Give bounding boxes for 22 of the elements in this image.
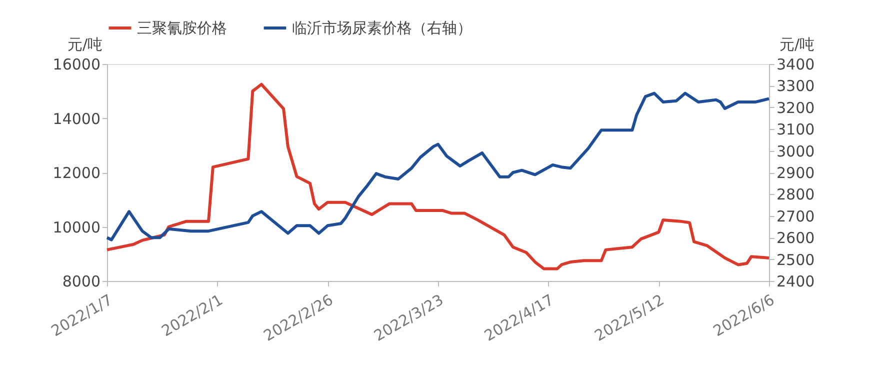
- y2-tick-label: 2800: [776, 186, 815, 204]
- line-series: [106, 92, 770, 242]
- y2-tick-label: 3300: [776, 77, 815, 96]
- legend-label: 三聚氰胺价格: [137, 19, 227, 37]
- y-tick-label: 16000: [52, 56, 100, 74]
- y-tick-label: 8000: [62, 272, 100, 290]
- y-axis-title: 元/吨: [67, 36, 102, 54]
- y2-tick-label: 3400: [776, 56, 815, 74]
- y2-tick-label: 2500: [776, 250, 815, 269]
- y-tick-label: 14000: [52, 110, 100, 128]
- line-series: [106, 82, 770, 270]
- y-tick-label: 12000: [52, 164, 100, 182]
- y2-tick-label: 3100: [776, 120, 815, 139]
- legend-label: 临沂市场尿素价格（右轴）: [292, 19, 472, 37]
- y2-tick-label: 3000: [776, 142, 815, 160]
- y2-tick-label: 3200: [776, 98, 815, 117]
- y2-tick-label: 2700: [776, 207, 815, 226]
- y2-tick-label: 2600: [776, 229, 815, 248]
- y-tick-label: 10000: [52, 218, 100, 236]
- y2-tick-label: 2900: [776, 164, 815, 182]
- y2-tick-label: 2400: [776, 272, 815, 290]
- y2-axis-title: 元/吨: [779, 36, 814, 54]
